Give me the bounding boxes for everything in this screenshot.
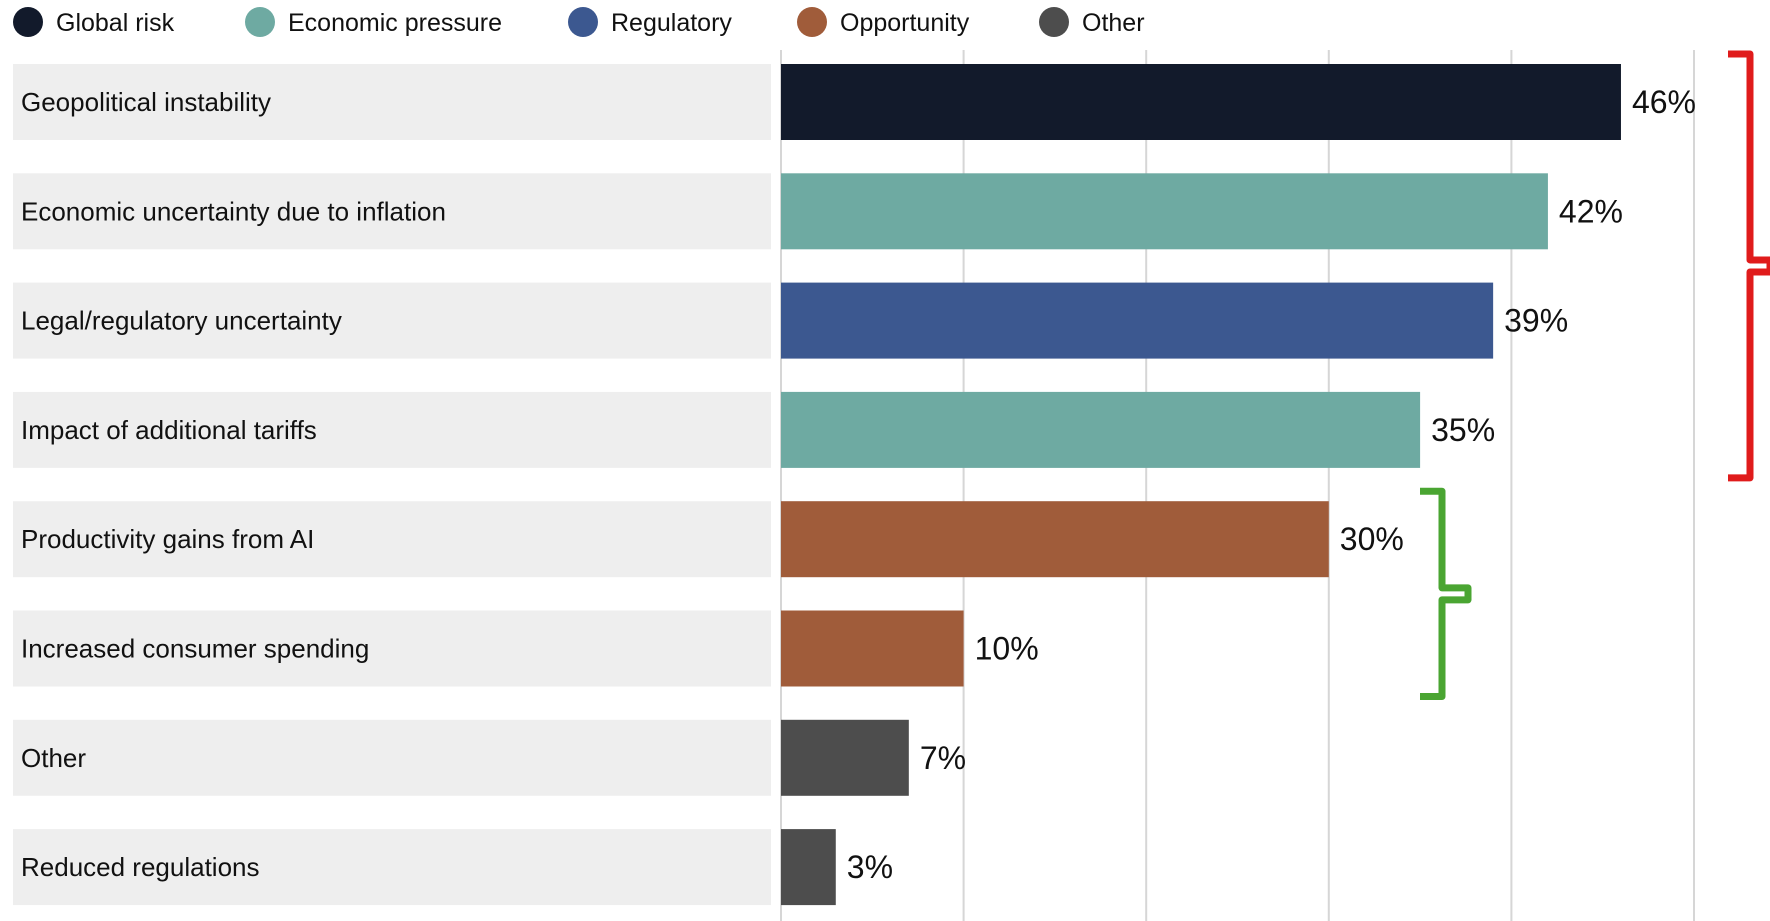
legend-label: Global risk xyxy=(56,9,175,37)
category-label-background xyxy=(13,610,771,687)
data-label: 30% xyxy=(1340,521,1404,557)
data-label: 3% xyxy=(847,849,893,885)
category-rows: Geopolitical instability 46% Economic unce… xyxy=(13,64,1696,906)
legend-swatch xyxy=(13,7,43,37)
bar-row-other: Other 7% xyxy=(13,719,966,796)
category-label-background xyxy=(13,501,771,578)
legend-label: Opportunity xyxy=(840,9,970,37)
category-label: Productivity gains from AI xyxy=(21,524,314,554)
legend-item-other: Other xyxy=(1039,7,1145,37)
legend-label: Regulatory xyxy=(611,9,732,37)
legend-item-global-risk: Global risk xyxy=(13,7,175,37)
legend-label: Economic pressure xyxy=(288,9,502,37)
bar xyxy=(781,391,1421,468)
data-label: 46% xyxy=(1632,84,1696,120)
bar-row-productivity-gains-from-ai: Productivity gains from AI 30% xyxy=(13,501,1404,578)
bar xyxy=(781,610,964,687)
data-label: 10% xyxy=(975,631,1039,667)
bar-row-geopolitical-instability: Geopolitical instability 46% xyxy=(13,64,1696,140)
category-label: Impact of additional tariffs xyxy=(21,415,317,445)
category-label: Economic uncertainty due to inflation xyxy=(21,196,446,226)
data-label: 42% xyxy=(1559,193,1623,229)
category-label-background xyxy=(13,829,771,906)
bar xyxy=(781,719,909,796)
annotation-brackets xyxy=(1420,50,1770,700)
bar xyxy=(781,173,1548,250)
legend-swatch xyxy=(797,7,827,37)
data-label: 35% xyxy=(1431,412,1495,448)
bar xyxy=(781,501,1329,578)
bar-row-economic-uncertainty-due-to-inflation: Economic uncertainty due to inflation 42% xyxy=(13,173,1623,250)
legend-item-regulatory: Regulatory xyxy=(568,7,732,37)
bar-row-reduced-regulations: Reduced regulations 3% xyxy=(13,829,893,906)
category-label: Reduced regulations xyxy=(21,852,260,882)
data-label: 7% xyxy=(920,740,966,776)
bar-row-increased-consumer-spending: Increased consumer spending 10% xyxy=(13,610,1039,687)
bracket-green xyxy=(1420,487,1472,700)
category-label: Legal/regulatory uncertainty xyxy=(21,306,342,336)
category-label: Increased consumer spending xyxy=(21,634,369,664)
bracket-red xyxy=(1728,50,1770,482)
legend-label: Other xyxy=(1082,9,1145,37)
category-label-background xyxy=(13,282,771,359)
category-label-background xyxy=(13,64,771,140)
category-label: Geopolitical instability xyxy=(21,87,271,117)
legend-item-opportunity: Opportunity xyxy=(797,7,970,37)
bar-row-impact-of-additional-tariffs: Impact of additional tariffs 35% xyxy=(13,391,1495,468)
category-label-background xyxy=(13,391,771,468)
category-label-background xyxy=(13,173,771,250)
legend: Global risk Economic pressure Regulatory Op… xyxy=(13,7,1145,37)
bar-row-legal-regulatory-uncertainty: Legal/regulatory uncertainty 39% xyxy=(13,282,1568,359)
legend-swatch xyxy=(568,7,598,37)
category-label-background xyxy=(13,719,771,796)
bar xyxy=(781,829,836,906)
legend-swatch xyxy=(245,7,275,37)
legend-item-economic-pressure: Economic pressure xyxy=(245,7,502,37)
category-label: Other xyxy=(21,743,86,773)
bar xyxy=(781,64,1621,140)
legend-swatch xyxy=(1039,7,1069,37)
data-label: 39% xyxy=(1504,303,1568,339)
bar xyxy=(781,282,1494,359)
